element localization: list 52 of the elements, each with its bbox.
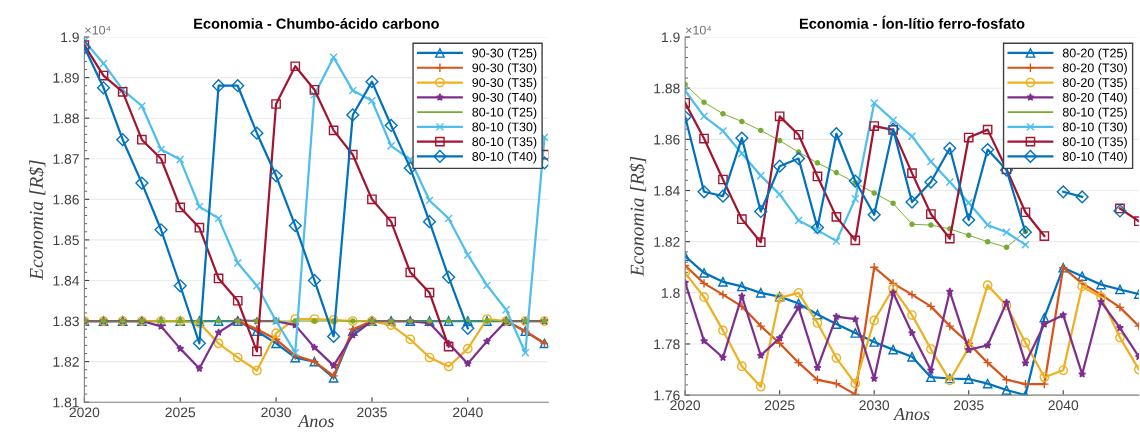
chart-title: Economia - Chumbo-ácido carbono (194, 18, 439, 29)
y-tick-label: 1.9 (662, 32, 680, 43)
y-axis-title: Economia [R$] (28, 160, 46, 281)
y-tick-label: 1.82 (654, 237, 680, 247)
legend-label: 80-10 (T25) (1062, 107, 1127, 120)
legend-label: 80-20 (T25) (1062, 48, 1127, 60)
x-tick-label: 2035 (357, 407, 387, 418)
y-tick-label: 1.76 (654, 390, 680, 401)
y-tick-label: 1.84 (53, 275, 80, 286)
legend-label: 80-10 (T30) (1062, 122, 1127, 134)
x-tick-label: 2040 (1048, 400, 1079, 411)
x-axis-title: Anos (297, 415, 334, 428)
legend-label: 80-10 (T35) (1062, 136, 1127, 149)
y-tick-label: 1.86 (654, 134, 680, 145)
y-tick-label: 1.84 (654, 185, 680, 196)
x-tick-label: 2030 (261, 407, 291, 418)
text: ×10⁴ (85, 25, 111, 35)
legend-label: 80-10 (T40) (1062, 151, 1127, 164)
x-tick-label: 2030 (859, 400, 890, 411)
legend-label: 90-30 (T35) (472, 77, 537, 90)
y-tick-label: 1.83 (53, 316, 79, 327)
x-tick-label: 2025 (764, 400, 795, 411)
legend-label: 80-20 (T30) (1062, 63, 1127, 75)
x-tick-label: 2020 (69, 407, 100, 418)
x-tick-label: 2020 (670, 400, 701, 411)
y-tick-label: 1.89 (53, 72, 79, 83)
y-tick-label: 1.85 (53, 235, 79, 246)
legend-label: 80-10 (T25) (472, 107, 537, 120)
legend-label: 90-30 (T30) (472, 63, 537, 75)
chart-title: Economia - Íon-lítio ferro-fosfato (799, 15, 1025, 29)
x-tick-label: 2035 (953, 400, 984, 411)
y-tick-label: 1.82 (53, 356, 79, 367)
x-tick-label: 2040 (453, 407, 483, 418)
y-tick-label: 1.81 (53, 397, 79, 408)
legend-label: 80-20 (T40) (1062, 92, 1127, 105)
legend-label: 80-20 (T35) (1062, 77, 1127, 90)
text: ×10⁴ (686, 25, 712, 35)
legend-label: 80-10 (T30) (472, 122, 537, 134)
legend-label: 90-30 (T40) (472, 92, 537, 105)
y-tick-label: 1.86 (53, 194, 79, 205)
y-tick-label: 1.87 (53, 154, 79, 164)
y-tick-label: 1.78 (654, 339, 680, 350)
x-axis-title: Anos (892, 408, 930, 421)
legend-label: 80-10 (T40) (472, 151, 537, 164)
y-axis-title: Economia [R$] (629, 156, 647, 277)
y-tick-label: 1.9 (61, 32, 79, 43)
legend-label: 90-30 (T25) (472, 48, 537, 60)
y-tick-label: 1.8 (662, 288, 680, 298)
y-tick-label: 1.88 (654, 83, 680, 94)
legend-label: 80-10 (T35) (472, 136, 537, 149)
x-tick-label: 2025 (165, 407, 196, 418)
y-tick-label: 1.88 (53, 113, 79, 124)
